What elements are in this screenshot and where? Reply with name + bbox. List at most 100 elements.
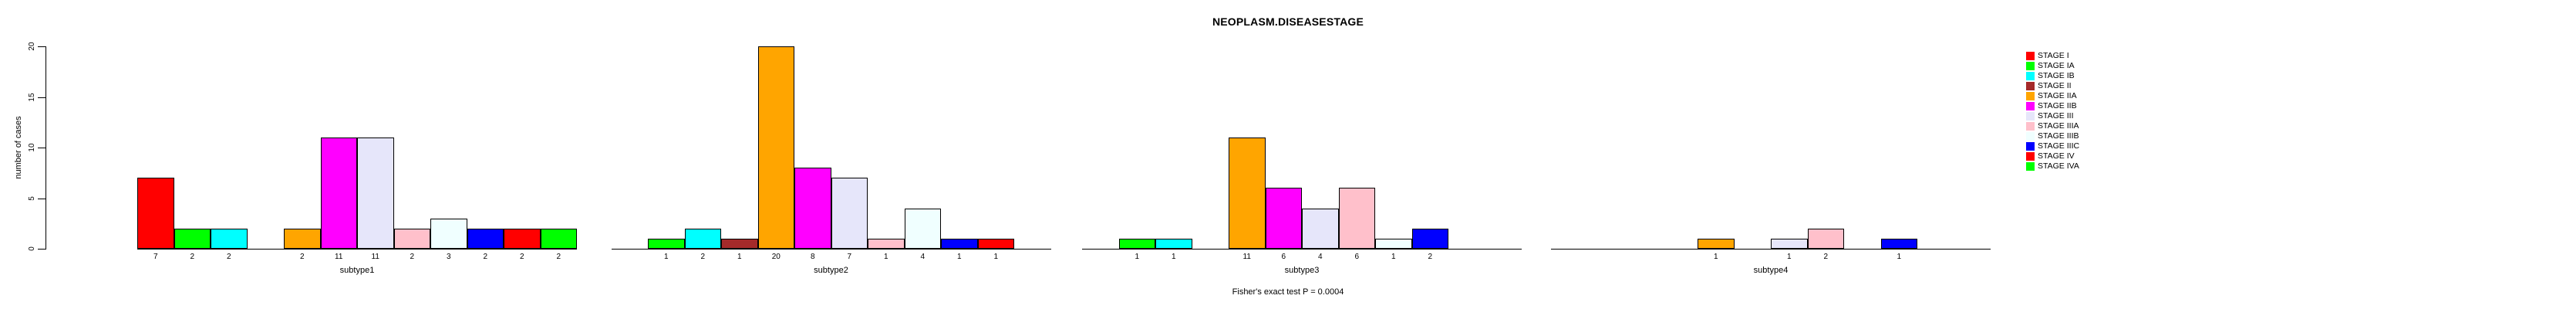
bar-value-label: 11 [335, 253, 343, 261]
panel-xlabel: subtype1 [339, 266, 375, 275]
bar-value-label: 6 [1354, 253, 1360, 261]
panel-xlabel: subtype3 [1284, 266, 1320, 275]
bar [1375, 238, 1412, 249]
bar-value-label: 1 [1786, 253, 1792, 261]
bar [721, 238, 758, 249]
legend-swatch-icon [2026, 132, 2035, 141]
y-tick-label: 10 [28, 143, 36, 152]
legend-label: STAGE IVA [2038, 161, 2079, 171]
bar-value-label: 1 [1391, 253, 1396, 261]
bar-value-label: 1 [737, 253, 742, 261]
legend-item: STAGE II [2026, 81, 2079, 91]
x-axis-line [137, 249, 577, 250]
legend-swatch-icon [2026, 152, 2035, 161]
bar-value-label: 3 [446, 253, 451, 261]
x-axis-line [1551, 249, 1991, 250]
bar [393, 228, 430, 249]
bar-value-label: 2 [1823, 253, 1829, 261]
y-tick [38, 97, 46, 98]
y-tick-label: 0 [28, 246, 36, 251]
bar [357, 137, 394, 249]
bar [540, 228, 577, 249]
bar [757, 46, 794, 249]
x-axis-line [611, 249, 1051, 250]
bar-panel: 1 1 2 1 subtype4 [1551, 0, 1991, 309]
legend-swatch-icon [2026, 122, 2035, 131]
bar-value-label: 7 [153, 253, 158, 261]
bar [794, 168, 831, 249]
legend-item: STAGE IB [2026, 71, 2079, 81]
bar [684, 228, 721, 249]
legend-label: STAGE I [2038, 51, 2069, 60]
bar-value-label: 6 [1281, 253, 1286, 261]
y-tick-label: 20 [28, 42, 36, 51]
legend-swatch-icon [2026, 162, 2035, 171]
legend-item: STAGE IIA [2026, 91, 2079, 101]
bar-value-label: 1 [883, 253, 888, 261]
x-axis-line [1082, 249, 1522, 250]
legend-label: STAGE II [2038, 81, 2072, 90]
bar-value-label: 4 [1317, 253, 1323, 261]
bar [831, 178, 868, 249]
legend-label: STAGE IA [2038, 61, 2075, 70]
bar [1338, 188, 1375, 249]
bar-value-label: 2 [299, 253, 305, 261]
bar [868, 238, 905, 249]
legend-item: STAGE III [2026, 111, 2079, 121]
bar [211, 228, 248, 249]
legend-item: STAGE IIIA [2026, 121, 2079, 131]
bar-value-label: 1 [993, 253, 999, 261]
bar-value-label: 1 [663, 253, 669, 261]
bar-value-label: 20 [771, 253, 781, 261]
bar [1771, 238, 1808, 249]
legend-item: STAGE IIIB [2026, 131, 2079, 141]
bar [137, 178, 174, 249]
bar [174, 228, 211, 249]
legend-item: STAGE IIIC [2026, 141, 2079, 151]
bar-value-label: 1 [1713, 253, 1718, 261]
bar [467, 228, 504, 249]
y-tick-label: 15 [28, 92, 36, 102]
legend-item: STAGE IA [2026, 61, 2079, 71]
legend-label: STAGE III [2038, 111, 2074, 121]
bar [941, 238, 978, 249]
legend-swatch-icon [2026, 142, 2035, 151]
bar-panel: 7 2 2 2 11 11 2 3 2 2 2 subtype1 [137, 0, 577, 309]
bar-value-label: 4 [920, 253, 926, 261]
bar-value-label: 2 [483, 253, 488, 261]
bar [1880, 238, 1917, 249]
legend-swatch-icon [2026, 102, 2035, 110]
y-axis-title: number of cases [14, 116, 23, 179]
bar [1807, 228, 1844, 249]
bar [1302, 208, 1339, 249]
legend-label: STAGE IIA [2038, 91, 2077, 100]
bar [648, 238, 685, 249]
bar [1698, 238, 1735, 249]
bar [1229, 137, 1266, 249]
y-tick [38, 46, 46, 47]
legend-label: STAGE IIB [2038, 101, 2077, 110]
footnote: Fisher's exact test P = 0.0004 [1232, 287, 1344, 297]
legend-swatch-icon [2026, 52, 2035, 60]
panel-xlabel: subtype4 [1753, 266, 1789, 275]
bar-value-label: 2 [556, 253, 561, 261]
legend-item: STAGE IIB [2026, 101, 2079, 111]
bar-panel: 1 2 1 20 8 7 1 4 1 1 subtype2 [611, 0, 1051, 309]
chart-title: NEOPLASM.DISEASESTAGE [1212, 15, 1364, 28]
bar [504, 228, 541, 249]
panel-xlabel: subtype2 [814, 266, 848, 275]
bar [1155, 238, 1192, 249]
bar [1265, 188, 1302, 249]
legend-item: STAGE IVA [2026, 161, 2079, 171]
bar-value-label: 1 [1897, 253, 1902, 261]
bar-value-label: 1 [1171, 253, 1176, 261]
bar [1411, 228, 1448, 249]
legend-swatch-icon [2026, 82, 2035, 90]
legend-label: STAGE IIIA [2038, 121, 2079, 131]
legend-swatch-icon [2026, 112, 2035, 121]
legend-label: STAGE IV [2038, 151, 2075, 161]
bar-value-label: 2 [410, 253, 415, 261]
bar [977, 238, 1014, 249]
bar-value-label: 8 [810, 253, 815, 261]
